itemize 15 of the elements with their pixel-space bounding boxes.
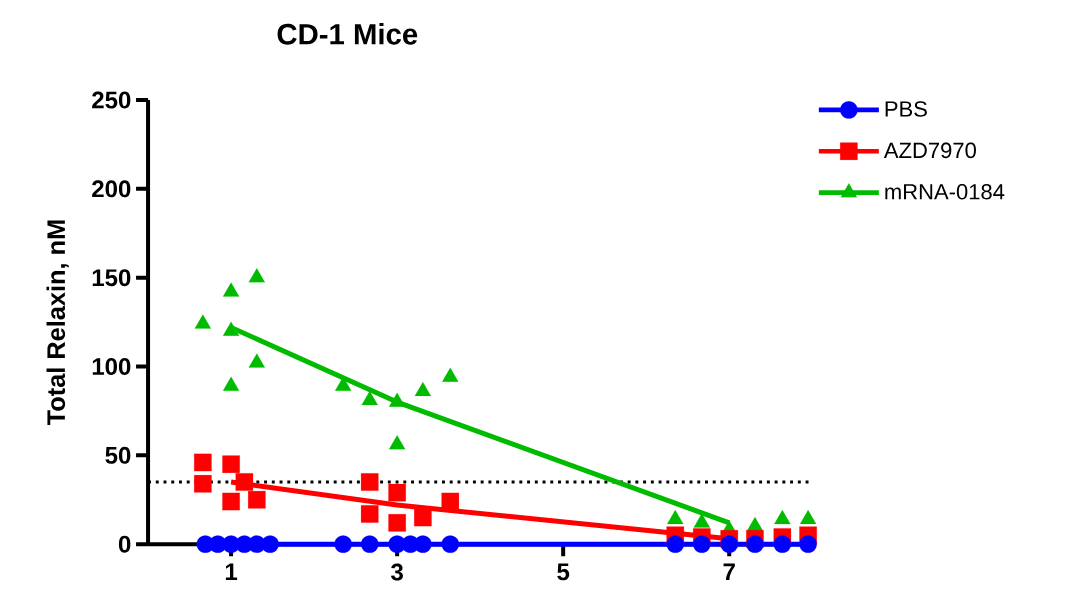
y-tick-label: 150 — [92, 269, 131, 287]
y-tick-label: 250 — [92, 91, 131, 109]
y-tick-label: 100 — [92, 357, 131, 375]
x-tick-label: 1 — [225, 563, 238, 580]
y-tick-label: 50 — [105, 446, 131, 464]
chart-title: CD-1 Mice — [277, 23, 418, 45]
legend-label: mRNA-0184 — [885, 183, 1005, 200]
legend-label: AZD7970 — [883, 142, 976, 159]
y-axis-title: Total Relaxin, nM — [46, 220, 69, 425]
y-tick-label: 200 — [92, 180, 131, 198]
x-tick-label: 3 — [390, 563, 403, 581]
x-tick-label: 7 — [723, 563, 735, 580]
legend-label: PBS — [885, 101, 927, 117]
x-tick-label: 5 — [557, 563, 570, 581]
y-tick-label: 0 — [118, 535, 131, 553]
